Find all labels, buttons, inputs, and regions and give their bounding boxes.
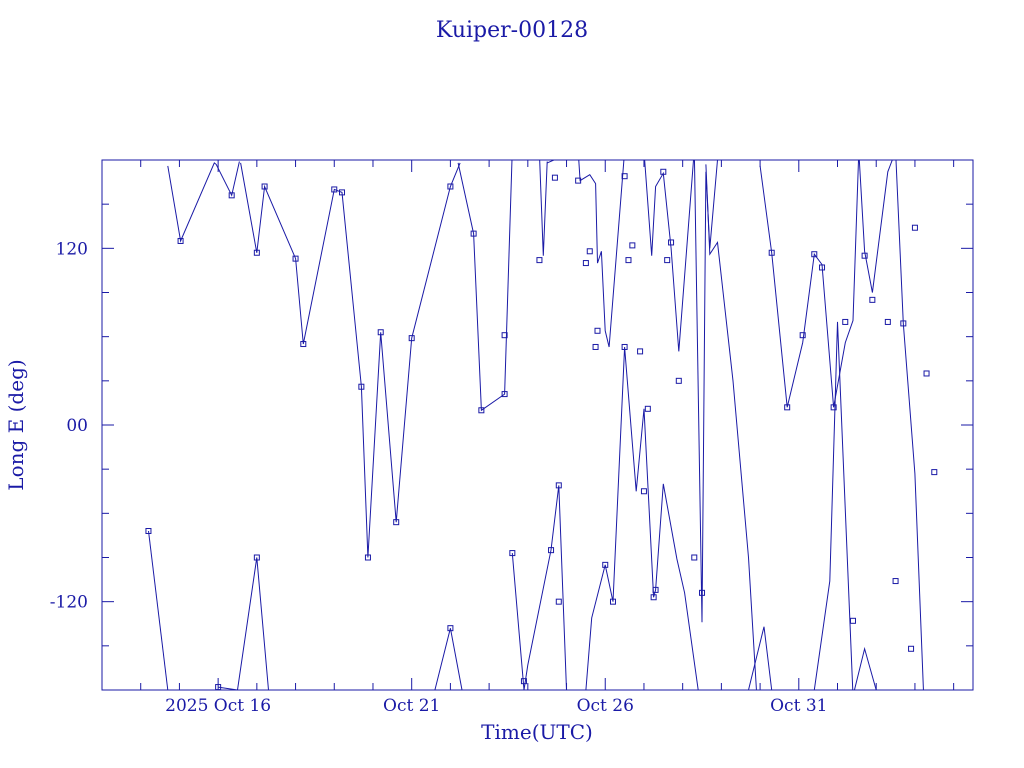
data-point bbox=[691, 554, 698, 561]
data-point bbox=[629, 242, 636, 249]
series-line-7 bbox=[218, 557, 269, 690]
data-point bbox=[331, 186, 338, 193]
data-point bbox=[621, 173, 628, 180]
axes: 2025 Oct 16 Oct 21 Oct 26 Oct 31 120 00 -120 bbox=[50, 159, 974, 716]
y-tick-label: 00 bbox=[66, 416, 88, 436]
data-point bbox=[869, 296, 876, 303]
data-point bbox=[509, 550, 516, 557]
data-point bbox=[849, 617, 856, 624]
x-tick-label: 2025 Oct 16 bbox=[165, 696, 271, 716]
data-point bbox=[364, 554, 371, 561]
x-axis-label: Time(UTC) bbox=[481, 720, 593, 744]
series-line-8 bbox=[434, 628, 463, 690]
data-point bbox=[819, 264, 826, 271]
data-point bbox=[555, 598, 562, 605]
y-tick-label: -120 bbox=[50, 593, 88, 613]
data-point bbox=[253, 554, 260, 561]
data-point bbox=[300, 341, 307, 348]
data-point bbox=[501, 332, 508, 339]
data-point bbox=[575, 177, 582, 184]
series-line-5 bbox=[759, 160, 924, 690]
data-point bbox=[923, 370, 930, 377]
chart-title: Kuiper-00128 bbox=[436, 18, 588, 43]
data-point bbox=[644, 405, 651, 412]
data-point bbox=[358, 383, 365, 390]
data-point bbox=[470, 230, 477, 237]
data-point bbox=[594, 327, 601, 334]
data-point bbox=[799, 332, 806, 339]
data-point bbox=[900, 320, 907, 327]
series-line-6 bbox=[148, 530, 169, 690]
data-point bbox=[784, 404, 791, 411]
data-point bbox=[911, 224, 918, 231]
data-point bbox=[478, 407, 485, 414]
data-point bbox=[861, 252, 868, 259]
data-point bbox=[675, 377, 682, 384]
data-point bbox=[637, 348, 644, 355]
data-point bbox=[842, 318, 849, 325]
data-point bbox=[830, 404, 837, 411]
series-line-9 bbox=[511, 485, 567, 690]
data-point bbox=[548, 547, 555, 554]
plot-frame bbox=[101, 159, 974, 691]
data-point bbox=[215, 684, 222, 690]
data-point bbox=[520, 678, 527, 685]
data-point bbox=[447, 183, 454, 190]
data-point bbox=[768, 249, 775, 256]
y-tick-label: 120 bbox=[56, 239, 88, 259]
data-point bbox=[640, 488, 647, 495]
data-point bbox=[261, 183, 268, 190]
x-tick-label: Oct 26 bbox=[577, 696, 634, 716]
data-point bbox=[602, 561, 609, 568]
series-line-1 bbox=[240, 162, 461, 558]
data-point bbox=[609, 598, 616, 605]
series-line-4 bbox=[705, 164, 757, 690]
data-point bbox=[650, 594, 657, 601]
data-point bbox=[668, 239, 675, 246]
y-axis-label: Long E (deg) bbox=[4, 359, 28, 490]
data-point bbox=[625, 257, 632, 264]
data-point bbox=[660, 168, 667, 175]
data-point bbox=[699, 589, 706, 596]
data-point bbox=[884, 318, 891, 325]
data-point bbox=[253, 249, 260, 256]
data-point bbox=[555, 482, 562, 489]
x-tick-label: Oct 21 bbox=[383, 696, 440, 716]
data-point bbox=[536, 257, 543, 264]
data-point bbox=[586, 248, 593, 255]
marker-layer bbox=[145, 168, 938, 690]
data-point bbox=[664, 257, 671, 264]
data-point bbox=[447, 625, 454, 632]
data-point bbox=[408, 335, 415, 342]
series-line-11 bbox=[748, 626, 773, 690]
data-point bbox=[228, 192, 235, 199]
data-point bbox=[145, 528, 152, 534]
data-point bbox=[652, 586, 659, 593]
data-point bbox=[177, 237, 184, 244]
series-line-3 bbox=[547, 160, 718, 623]
data-point bbox=[908, 645, 915, 652]
data-point bbox=[339, 189, 346, 196]
series-line-10 bbox=[585, 346, 699, 690]
x-tick-label: Oct 31 bbox=[770, 696, 827, 716]
data-point bbox=[393, 519, 400, 526]
series-line-0 bbox=[167, 161, 240, 243]
data-point bbox=[621, 343, 628, 350]
data-point bbox=[931, 469, 938, 476]
data-point bbox=[892, 578, 899, 585]
data-point bbox=[551, 174, 558, 181]
data-point bbox=[811, 251, 818, 258]
series-layer bbox=[148, 160, 924, 690]
series-line-2 bbox=[457, 160, 548, 412]
data-point bbox=[582, 260, 589, 267]
data-point bbox=[501, 391, 508, 398]
data-point bbox=[592, 343, 599, 350]
data-point bbox=[292, 255, 299, 262]
series-line-12 bbox=[813, 321, 877, 690]
data-point bbox=[377, 329, 384, 336]
